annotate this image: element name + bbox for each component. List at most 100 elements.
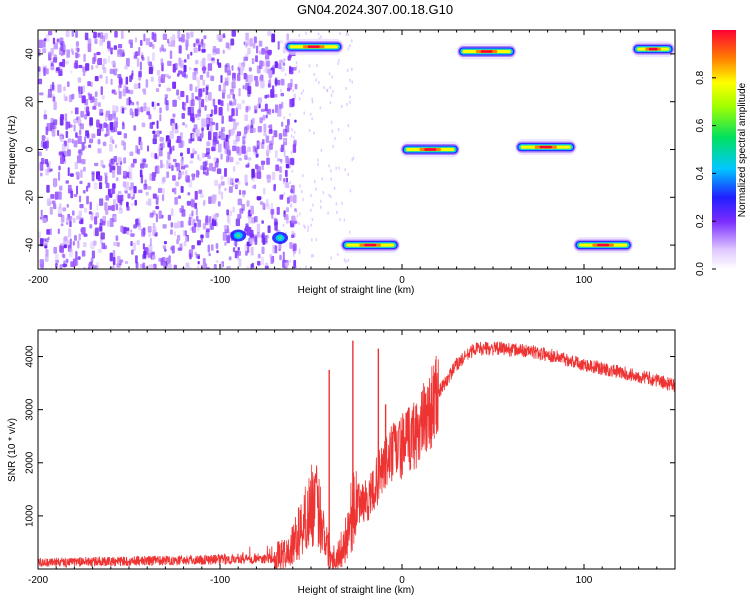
noise-speck [346,102,348,106]
noise-cell [50,194,55,199]
noise-speck [343,258,346,262]
noise-cell [180,220,184,228]
noise-cell [199,133,204,139]
noise-cell [112,139,115,144]
noise-cell [292,66,297,71]
noise-cell [220,181,225,186]
noise-cell [125,76,129,85]
noise-cell [151,101,155,107]
noise-cell [219,262,224,269]
noise-cell [131,73,134,80]
noise-cell [156,195,160,201]
noise-cell [203,35,207,40]
noise-cell [113,241,118,246]
noise-cell [250,246,254,256]
noise-cell [177,220,181,229]
noise-cell [129,43,133,49]
noise-cell [134,37,138,43]
noise-cell [73,124,76,132]
noise-cell [140,106,144,113]
noise-cell [83,207,88,213]
noise-cell [52,37,56,45]
noise-cell [73,193,78,198]
noise-cell [115,177,119,182]
noise-cell [181,170,185,175]
noise-cell [224,140,230,150]
noise-cell [84,98,89,106]
noise-speck [290,203,292,207]
noise-speck [318,81,320,85]
noise-speck [294,139,297,143]
noise-cell [99,218,103,226]
x-tick-label: 0 [399,575,405,586]
noise-cell [267,225,271,234]
noise-cell [209,113,213,117]
snr-frame [38,330,675,569]
noise-cell [245,164,250,168]
noise-cell [96,211,99,217]
noise-cell [53,119,58,126]
noise-cell [242,194,245,198]
colorbar-tick-label: 0.8 [695,70,706,84]
noise-cell [115,235,119,241]
noise-speck [328,164,330,168]
noise-cell [157,145,161,152]
noise-speck [351,67,353,71]
noise-speck [345,259,347,263]
noise-speck [351,80,353,84]
noise-cell [293,217,297,222]
noise-cell [259,117,263,124]
noise-cell [159,114,162,122]
noise-cell [80,110,84,118]
noise-cell [178,45,182,54]
noise-cell [172,113,176,118]
noise-cell [71,50,75,55]
noise-cell [266,60,271,67]
noise-cell [132,242,136,252]
noise-cell [261,163,264,171]
noise-cell [261,220,264,224]
tone-peak [480,50,493,53]
noise-cell [132,158,137,164]
noise-cell [160,58,164,66]
noise-speck [351,158,353,162]
noise-cell [216,158,219,163]
noise-cell [76,53,81,58]
noise-cell [150,268,153,269]
noise-cell [92,96,95,103]
noise-cell [263,123,267,133]
noise-cell [211,194,216,204]
noise-cell [202,161,207,171]
noise-cell [150,152,155,158]
noise-cell [183,74,188,79]
noise-cell [112,105,117,114]
noise-cell [51,200,56,205]
noise-cell [94,97,98,107]
noise-cell [204,263,208,269]
noise-cell [193,47,198,53]
noise-cell [205,117,211,127]
noise-cell [213,264,217,269]
noise-speck [323,86,325,90]
noise-cell [243,56,248,62]
noise-cell [274,245,278,254]
noise-cell [103,245,108,250]
noise-cell [82,190,86,194]
noise-cell [114,30,118,38]
noise-cell [78,149,83,156]
noise-speck [299,212,301,216]
noise-cell [161,178,165,185]
noise-speck [330,177,333,181]
noise-cell [163,240,167,245]
noise-cell [255,80,259,87]
noise-cell [177,247,182,251]
noise-speck [301,190,303,194]
noise-cell [189,66,192,71]
y-tick-label: -40 [25,237,36,252]
noise-cell [221,115,224,124]
noise-cell [135,51,139,57]
noise-cell [97,148,102,154]
noise-cell [123,157,127,164]
noise-cell [47,88,52,98]
